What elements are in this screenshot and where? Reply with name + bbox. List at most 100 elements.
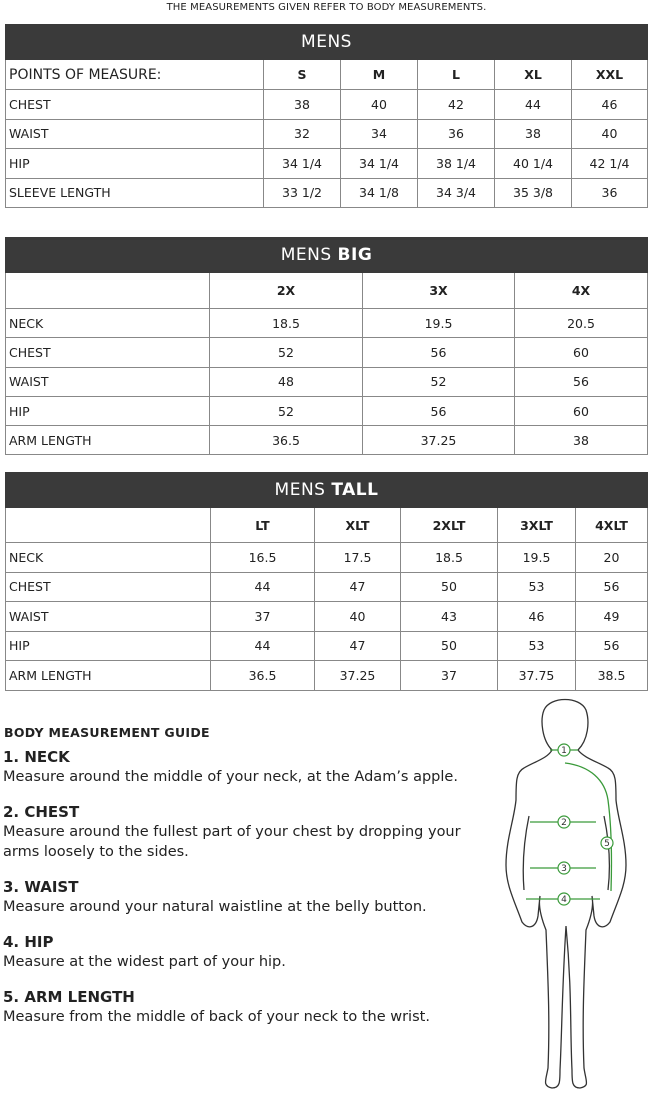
cell: 56 xyxy=(575,571,648,602)
cell: 38 xyxy=(494,118,572,149)
cell: 52 xyxy=(209,337,363,368)
column-header: XL xyxy=(494,59,572,90)
table-row: WAIST 48 52 56 xyxy=(5,366,648,397)
cell: 44 xyxy=(210,630,315,661)
table-row: SLEEVE LENGTH 33 1/2 34 1/8 34 3/4 35 3/8 36 xyxy=(5,177,648,208)
cell: 34 xyxy=(340,118,418,149)
cell: 33 1/2 xyxy=(263,177,341,208)
row-label: WAIST xyxy=(5,366,210,397)
cell: 36 xyxy=(417,118,495,149)
cell: 38 1/4 xyxy=(417,148,495,179)
cell: 20 xyxy=(575,542,648,573)
table-row: WAIST 37 40 43 46 49 xyxy=(5,601,648,632)
column-header: XXL xyxy=(571,59,648,90)
cell: 38 xyxy=(263,89,341,120)
mens-size-table: MENS POINTS OF MEASURE: S M L XL XXL CHEST 38 40 4… xyxy=(5,24,648,208)
cell: 19.5 xyxy=(497,542,576,573)
row-label: HIP xyxy=(5,148,264,179)
cell: 56 xyxy=(362,395,515,427)
table-row: CHEST 38 40 42 44 46 xyxy=(5,89,648,120)
cell: 40 xyxy=(314,601,401,632)
row-label: HIP xyxy=(5,395,210,427)
cell: 50 xyxy=(400,571,498,602)
column-header: 4X xyxy=(514,272,648,309)
measurement-guide: BODY MEASUREMENT GUIDE 1. NECK Measure ar… xyxy=(3,723,473,1042)
guide-item-text: Measure at the widest part of your hip. xyxy=(3,954,286,970)
cell: 42 1/4 xyxy=(571,148,648,179)
column-header: M xyxy=(340,59,418,90)
table-title: MENS TALL xyxy=(5,472,648,508)
cell: 43 xyxy=(400,601,498,632)
cell: 18.5 xyxy=(400,542,498,573)
cell: 56 xyxy=(362,337,515,368)
cell: 56 xyxy=(514,366,648,397)
cell: 50 xyxy=(400,630,498,661)
cell: 37.25 xyxy=(362,425,515,456)
column-header: XLT xyxy=(314,507,401,543)
cell: 49 xyxy=(575,601,648,632)
column-header: LT xyxy=(210,507,315,543)
cell: 48 xyxy=(209,366,363,397)
column-header xyxy=(5,507,211,543)
cell: 37.25 xyxy=(314,660,401,691)
table-title: MENS BIG xyxy=(5,237,648,273)
row-label: NECK xyxy=(5,542,211,573)
marker-label: 1 xyxy=(561,746,567,756)
row-label: ARM LENGTH xyxy=(5,425,210,456)
column-header: 2X xyxy=(209,272,363,309)
table-row: WAIST 32 34 36 38 40 xyxy=(5,118,648,149)
table-row: HIP 44 47 50 53 56 xyxy=(5,630,648,661)
marker-circle xyxy=(600,836,614,850)
row-label: HIP xyxy=(5,630,211,661)
cell: 60 xyxy=(514,337,648,368)
column-header: L xyxy=(417,59,495,90)
table-row: HIP 34 1/4 34 1/4 38 1/4 40 1/4 42 1/4 xyxy=(5,148,648,179)
column-header: 3X xyxy=(362,272,515,309)
cell: 53 xyxy=(497,630,576,661)
column-header: 2XLT xyxy=(400,507,498,543)
cell: 40 xyxy=(340,89,418,120)
table-row: CHEST 44 47 50 53 56 xyxy=(5,571,648,602)
guide-item-title: 1. NECK xyxy=(3,748,70,766)
guide-item-title: 2. CHEST xyxy=(3,803,80,821)
cell: 17.5 xyxy=(314,542,401,573)
cell: 36.5 xyxy=(210,660,315,691)
guide-item-title: 4. HIP xyxy=(3,933,54,951)
cell: 19.5 xyxy=(362,307,515,339)
row-label: WAIST xyxy=(5,601,211,632)
marker-circle xyxy=(557,743,571,757)
table-row: HIP 52 56 60 xyxy=(5,395,648,427)
cell: 34 1/4 xyxy=(340,148,418,179)
cell: 36 xyxy=(571,177,648,208)
column-header xyxy=(5,272,210,309)
cell: 20.5 xyxy=(514,307,648,339)
header-row: LT XLT 2XLT 3XLT 4XLT xyxy=(5,507,648,543)
row-label: CHEST xyxy=(5,571,211,602)
cell: 44 xyxy=(210,571,315,602)
marker-label: 2 xyxy=(561,818,567,828)
marker-label: 4 xyxy=(561,895,567,905)
row-label: WAIST xyxy=(5,118,264,149)
guide-item-text: Measure around the fullest part of your … xyxy=(3,824,461,860)
row-label: NECK xyxy=(5,307,210,339)
cell: 40 1/4 xyxy=(494,148,572,179)
note: THE MEASUREMENTS GIVEN REFER TO BODY MEA… xyxy=(166,2,487,13)
cell: 56 xyxy=(575,630,648,661)
column-header: 4XLT xyxy=(575,507,648,543)
cell: 47 xyxy=(314,571,401,602)
row-label: CHEST xyxy=(5,89,264,120)
cell: 37.75 xyxy=(497,660,576,691)
guide-item-text: Measure from the middle of back of your … xyxy=(3,1009,430,1025)
cell: 52 xyxy=(362,366,515,397)
table-row: ARM LENGTH 36.5 37.25 38 xyxy=(5,425,648,456)
cell: 32 xyxy=(263,118,341,149)
row-label: CHEST xyxy=(5,337,210,368)
cell: 42 xyxy=(417,89,495,120)
cell: 38 xyxy=(514,425,648,456)
cell: 46 xyxy=(497,601,576,632)
marker-circle xyxy=(557,861,571,875)
cell: 18.5 xyxy=(209,307,363,339)
header-row: POINTS OF MEASURE: S M L XL XXL xyxy=(5,59,648,90)
cell: 34 3/4 xyxy=(417,177,495,208)
column-header: POINTS OF MEASURE: xyxy=(5,59,264,90)
